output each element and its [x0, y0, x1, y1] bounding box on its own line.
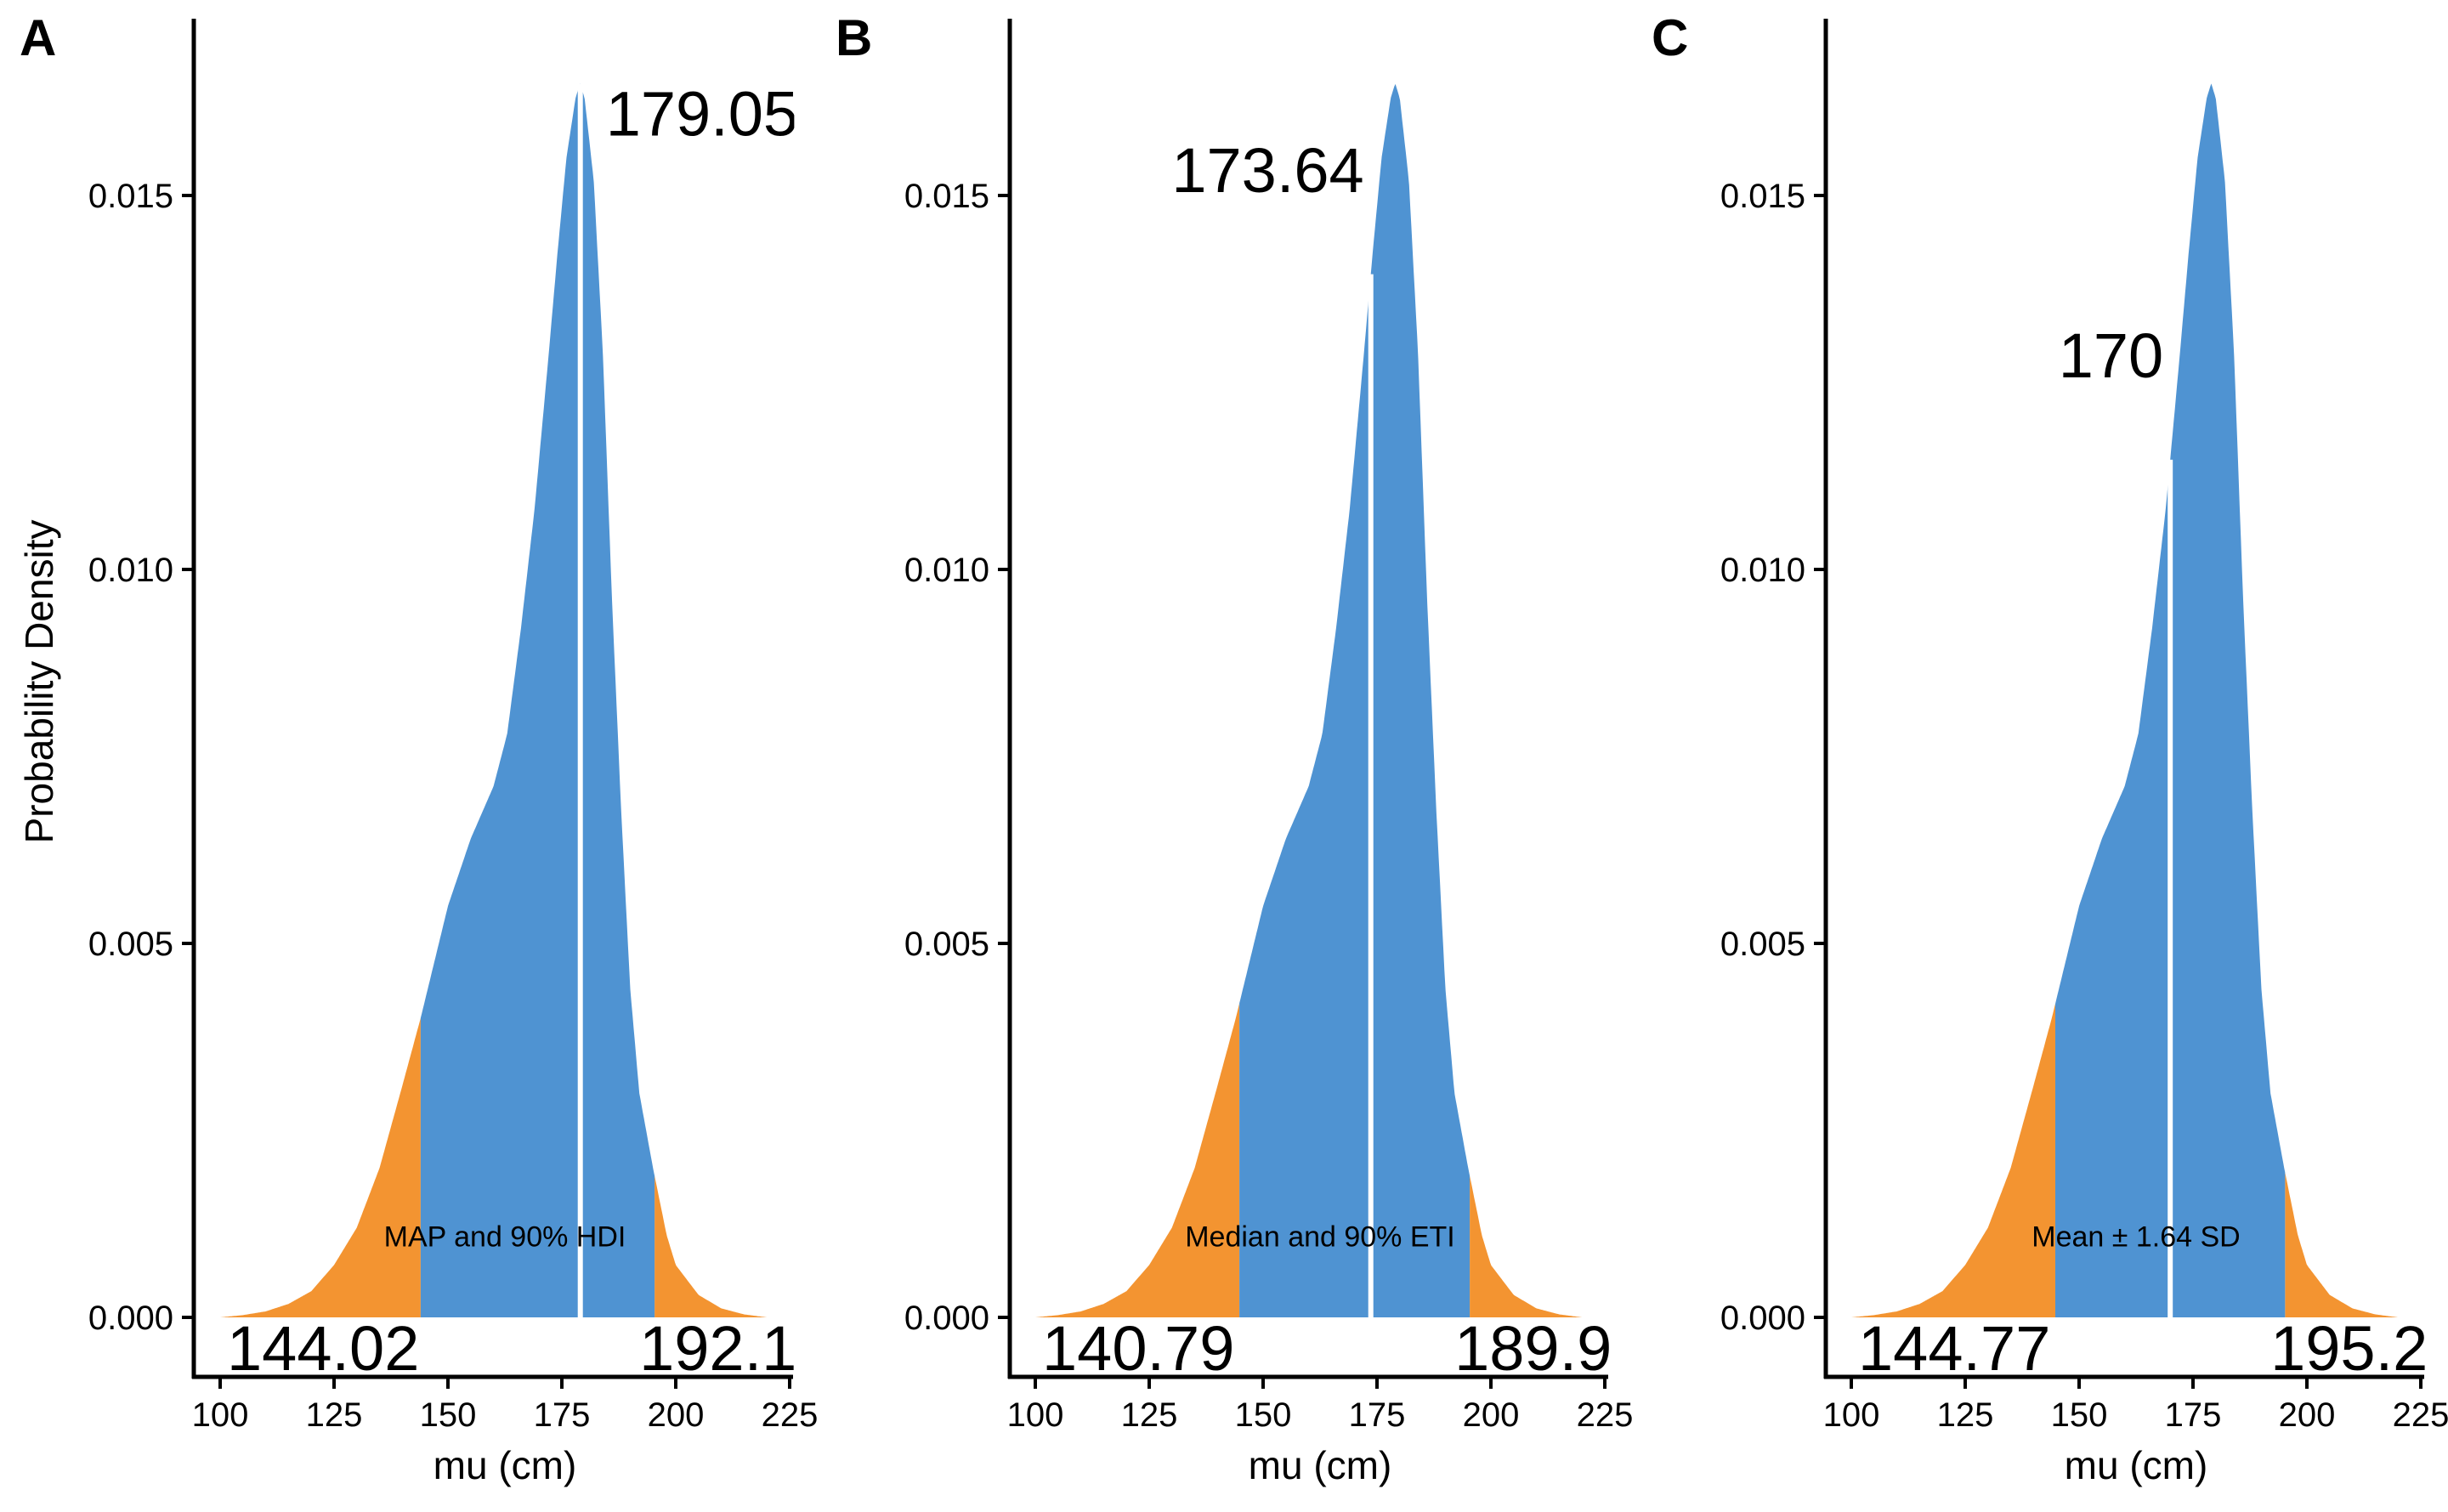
lower-tail-area: [1851, 1004, 2055, 1317]
x-tick-label: 150: [1235, 1396, 1292, 1434]
center-value-label: 173.64: [1171, 135, 1363, 206]
y-tick-label: 0.010: [904, 552, 989, 589]
y-tick-label: 0.005: [904, 926, 989, 963]
x-tick-label: 100: [1007, 1396, 1064, 1434]
panel-label: C: [1652, 9, 1688, 66]
panel-label: A: [20, 9, 56, 66]
y-tick-label: 0.015: [88, 178, 173, 215]
x-tick-label: 225: [762, 1396, 819, 1434]
y-tick-label: 0.015: [1720, 178, 1805, 215]
x-tick-label: 175: [1349, 1396, 1406, 1434]
x-tick-label: 200: [648, 1396, 705, 1434]
upper-bound-label: 192.1: [639, 1313, 796, 1384]
panel-a: 0.000 0.005 0.010 0.015 100 125 150 175 200 225 mu…: [17, 9, 818, 1487]
upper-tail-area: [654, 1175, 768, 1317]
upper-bound-label: 189.9: [1454, 1313, 1612, 1384]
y-tick-label: 0.000: [904, 1300, 989, 1337]
y-tick-label: 0.010: [1720, 552, 1805, 589]
interval-annotation: Mean ± 1.64 SD: [2032, 1220, 2240, 1253]
panel-c: 0.000 0.005 0.010 0.015 100 125 150 175 200 225 mu…: [1652, 9, 2448, 1487]
x-axis-title: mu (cm): [434, 1443, 577, 1487]
center-value-label: 179.05: [606, 79, 798, 150]
upper-tail-area: [1470, 1175, 1583, 1317]
y-tick-label: 0.010: [88, 552, 173, 589]
panel-b: 0.000 0.005 0.010 0.015 100 125 150 175 200 225 mu…: [836, 9, 1633, 1487]
y-tick-label: 0.005: [1720, 926, 1805, 963]
y-axis-title: Probability Density: [17, 520, 61, 844]
lower-bound-label: 140.79: [1042, 1313, 1234, 1384]
y-tick-label: 0.000: [1720, 1300, 1805, 1337]
x-tick-label: 125: [1937, 1396, 1994, 1434]
x-tick-label: 175: [2165, 1396, 2222, 1434]
y-tick-label: 0.005: [88, 926, 173, 963]
x-tick-label: 225: [2393, 1396, 2448, 1434]
lower-bound-label: 144.02: [227, 1313, 419, 1384]
x-tick-label: 175: [534, 1396, 591, 1434]
upper-tail-area: [2285, 1172, 2399, 1317]
x-tick-label: 125: [306, 1396, 363, 1434]
x-tick-label: 225: [1577, 1396, 1634, 1434]
x-axis-title: mu (cm): [1249, 1443, 1392, 1487]
lower-tail-area: [220, 1017, 421, 1317]
panel-label: B: [836, 9, 872, 66]
interval-annotation: Median and 90% ETI: [1185, 1220, 1455, 1253]
x-tick-label: 200: [2279, 1396, 2336, 1434]
x-tick-label: 100: [1823, 1396, 1880, 1434]
x-tick-label: 150: [420, 1396, 477, 1434]
upper-bound-label: 195.2: [2270, 1313, 2428, 1384]
x-tick-label: 100: [192, 1396, 249, 1434]
interval-annotation: MAP and 90% HDI: [384, 1220, 626, 1253]
x-tick-label: 125: [1121, 1396, 1178, 1434]
lower-tail-area: [1035, 1003, 1240, 1317]
x-tick-label: 150: [2051, 1396, 2108, 1434]
x-axis-title: mu (cm): [2065, 1443, 2208, 1487]
y-tick-label: 0.015: [904, 178, 989, 215]
y-tick-label: 0.000: [88, 1300, 173, 1337]
interval-area: [420, 83, 655, 1317]
interval-area: [1239, 83, 1470, 1317]
lower-bound-label: 144.77: [1858, 1313, 2050, 1384]
center-value-label: 170: [2059, 320, 2163, 391]
x-tick-label: 200: [1463, 1396, 1520, 1434]
